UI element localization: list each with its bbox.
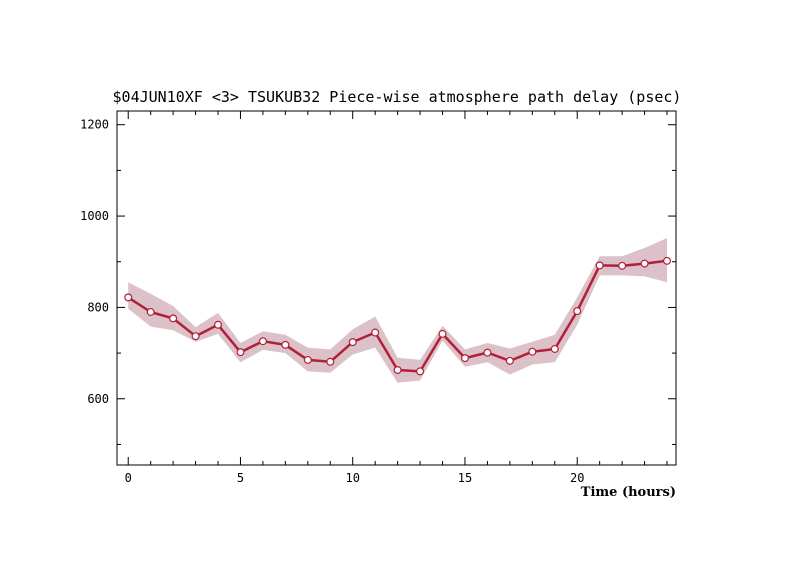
data-point (326, 357, 335, 366)
series-layer (127, 259, 668, 373)
data-point (640, 259, 649, 268)
data-point (528, 347, 537, 356)
data-point (416, 367, 425, 376)
data-point (550, 344, 559, 353)
data-point (618, 261, 627, 270)
data-point (663, 256, 672, 265)
y-tick-label: 1000 (80, 209, 109, 223)
data-point (393, 365, 402, 374)
data-point (438, 329, 447, 338)
error-band-layer (128, 238, 667, 383)
data-point (281, 340, 290, 349)
data-point (483, 348, 492, 357)
chart-title: $04JUN10XF <3> TSUKUB32 Piece-wise atmos… (113, 88, 682, 106)
data-point (124, 293, 133, 302)
data-point (146, 307, 155, 316)
data-point (573, 307, 582, 316)
data-point (169, 314, 178, 323)
data-point (595, 261, 604, 270)
data-point (236, 348, 245, 357)
data-point (371, 328, 380, 337)
x-tick-label: 0 (125, 471, 132, 485)
data-point (460, 354, 469, 363)
y-tick-label: 600 (87, 392, 109, 406)
data-point (258, 337, 267, 346)
x-axis-label: Time (hours) (581, 485, 676, 500)
y-tick-label: 800 (87, 300, 109, 314)
x-tick-label: 20 (570, 471, 584, 485)
x-tick-label: 5 (237, 471, 244, 485)
data-point (191, 332, 200, 341)
data-point (348, 338, 357, 347)
y-tick-label: 1200 (80, 118, 109, 132)
error-band (128, 238, 667, 383)
data-point (505, 356, 514, 365)
x-tick-label: 10 (345, 471, 359, 485)
data-point (303, 355, 312, 364)
series-line (127, 259, 668, 373)
axes (116, 110, 677, 466)
data-point (214, 320, 223, 329)
plot-frame (116, 110, 677, 466)
x-tick-label: 15 (458, 471, 472, 485)
points-layer (124, 256, 672, 376)
tick-labels: 0 5 10 15 20 600 800 1000 1200 (80, 118, 584, 485)
